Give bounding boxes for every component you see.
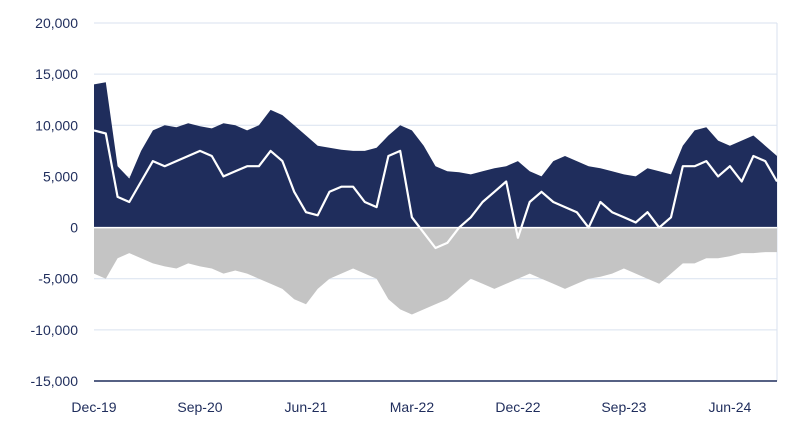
y-axis: -15,000 -10,000 -5,000 0 5,000 10,000 15,000 20… bbox=[31, 15, 79, 389]
long-positions-area bbox=[94, 82, 777, 228]
net-position-line bbox=[93, 129, 778, 250]
plot-lines bbox=[93, 129, 778, 250]
y-tick-label: 0 bbox=[70, 220, 78, 236]
y-tick-label: 10,000 bbox=[35, 117, 78, 133]
x-tick-label: Mar-22 bbox=[390, 399, 435, 415]
y-tick-label: 20,000 bbox=[35, 15, 78, 31]
x-tick-label: Sep-23 bbox=[601, 399, 646, 415]
y-tick-label: 15,000 bbox=[35, 66, 78, 82]
x-axis: Dec-19 Sep-20 Jun-21 Mar-22 Dec-22 Sep-23 Jun-… bbox=[71, 380, 777, 415]
y-tick-label: 5,000 bbox=[43, 168, 78, 184]
x-tick-label: Dec-19 bbox=[71, 399, 116, 415]
x-tick-label: Sep-20 bbox=[177, 399, 222, 415]
plot-areas bbox=[94, 82, 777, 315]
y-tick-label: -5,000 bbox=[38, 271, 78, 287]
x-tick-label: Dec-22 bbox=[495, 399, 540, 415]
x-tick-label: Jun-21 bbox=[285, 399, 328, 415]
y-tick-label: -10,000 bbox=[31, 322, 79, 338]
short-positions-area bbox=[94, 227, 777, 315]
x-tick-label: Jun-24 bbox=[708, 399, 751, 415]
y-tick-label: -15,000 bbox=[31, 373, 79, 389]
